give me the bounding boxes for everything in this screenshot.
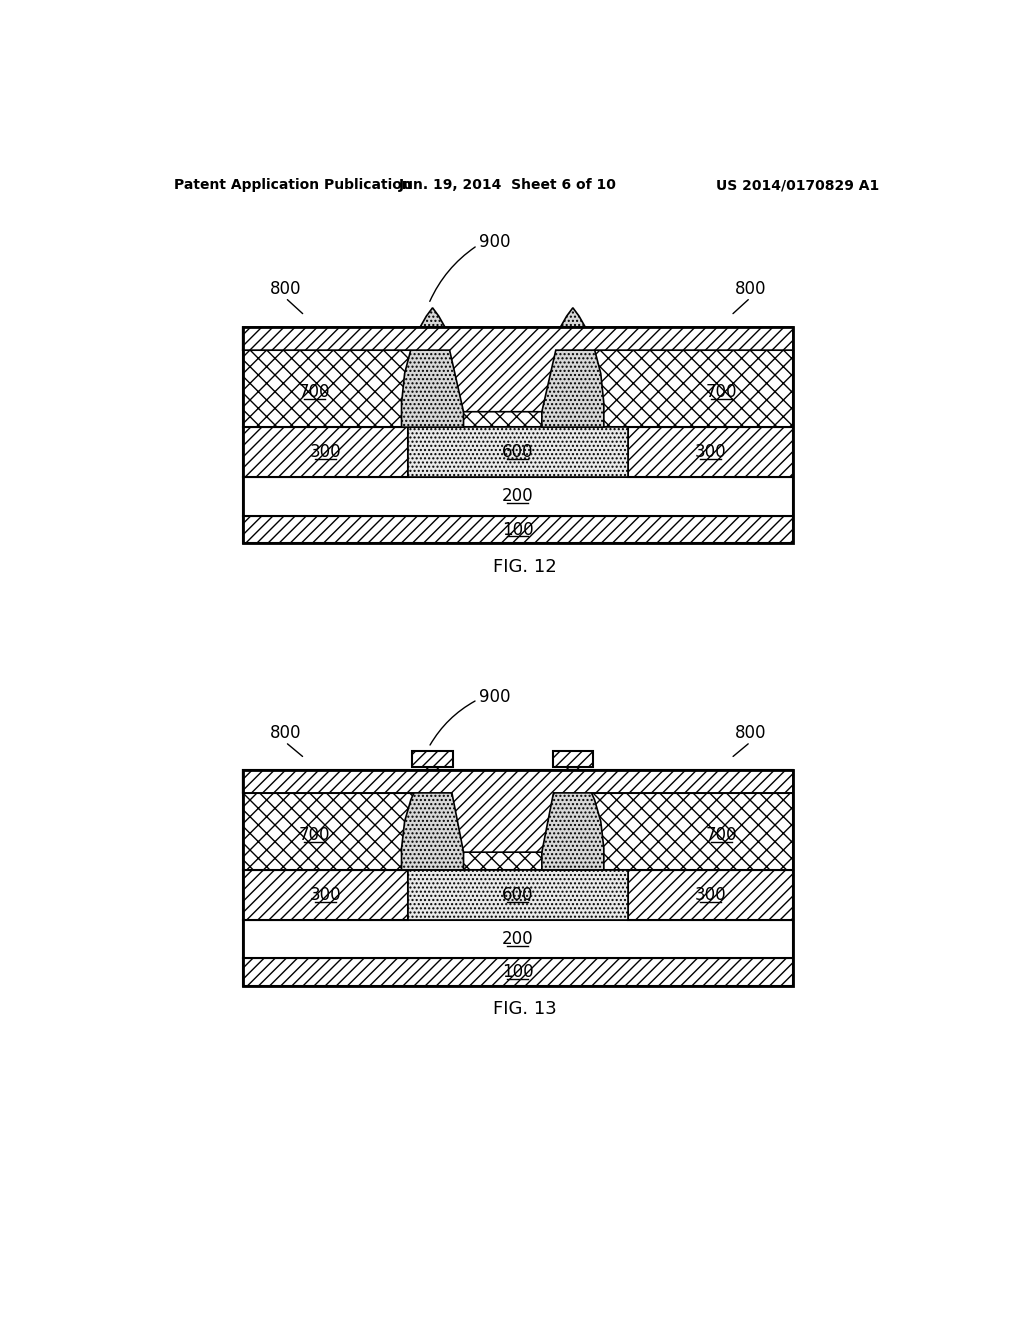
Bar bbox=[628, 428, 793, 478]
Text: 800: 800 bbox=[269, 280, 301, 298]
Text: FIG. 13: FIG. 13 bbox=[493, 1001, 557, 1018]
Bar bbox=[243, 478, 793, 516]
Polygon shape bbox=[542, 762, 604, 870]
Text: 300: 300 bbox=[694, 444, 726, 461]
Bar bbox=[243, 793, 793, 870]
Text: 100: 100 bbox=[502, 520, 534, 539]
Bar bbox=[243, 870, 408, 920]
Text: 900: 900 bbox=[479, 688, 511, 706]
Polygon shape bbox=[542, 308, 604, 428]
Bar bbox=[243, 350, 793, 428]
Text: 300: 300 bbox=[309, 886, 341, 904]
Text: 100: 100 bbox=[502, 964, 534, 981]
Text: 800: 800 bbox=[269, 725, 301, 742]
Polygon shape bbox=[243, 770, 793, 853]
Text: 600: 600 bbox=[502, 444, 534, 461]
Polygon shape bbox=[401, 308, 464, 428]
Text: 700: 700 bbox=[298, 384, 330, 401]
Polygon shape bbox=[243, 327, 793, 412]
Text: 700: 700 bbox=[706, 826, 737, 845]
Text: 900: 900 bbox=[479, 234, 511, 251]
Bar bbox=[408, 870, 628, 920]
Bar bbox=[553, 751, 593, 767]
Text: FIG. 12: FIG. 12 bbox=[493, 557, 557, 576]
Text: 800: 800 bbox=[734, 280, 766, 298]
Text: 200: 200 bbox=[502, 931, 534, 948]
Bar bbox=[243, 327, 793, 544]
Text: 300: 300 bbox=[309, 444, 341, 461]
Text: Patent Application Publication: Patent Application Publication bbox=[174, 178, 413, 193]
Text: Jun. 19, 2014  Sheet 6 of 10: Jun. 19, 2014 Sheet 6 of 10 bbox=[398, 178, 616, 193]
Bar bbox=[243, 428, 408, 478]
Bar bbox=[243, 920, 793, 958]
Bar bbox=[243, 770, 793, 986]
Text: US 2014/0170829 A1: US 2014/0170829 A1 bbox=[717, 178, 880, 193]
Text: 300: 300 bbox=[694, 886, 726, 904]
Text: 600: 600 bbox=[502, 886, 534, 904]
Bar bbox=[628, 870, 793, 920]
Text: 800: 800 bbox=[734, 725, 766, 742]
Bar bbox=[243, 958, 793, 986]
Text: 700: 700 bbox=[706, 384, 737, 401]
Bar bbox=[413, 751, 453, 767]
Polygon shape bbox=[401, 762, 464, 870]
Bar bbox=[408, 428, 628, 478]
Text: 200: 200 bbox=[502, 487, 534, 506]
Text: 700: 700 bbox=[298, 826, 330, 845]
Bar bbox=[243, 516, 793, 544]
